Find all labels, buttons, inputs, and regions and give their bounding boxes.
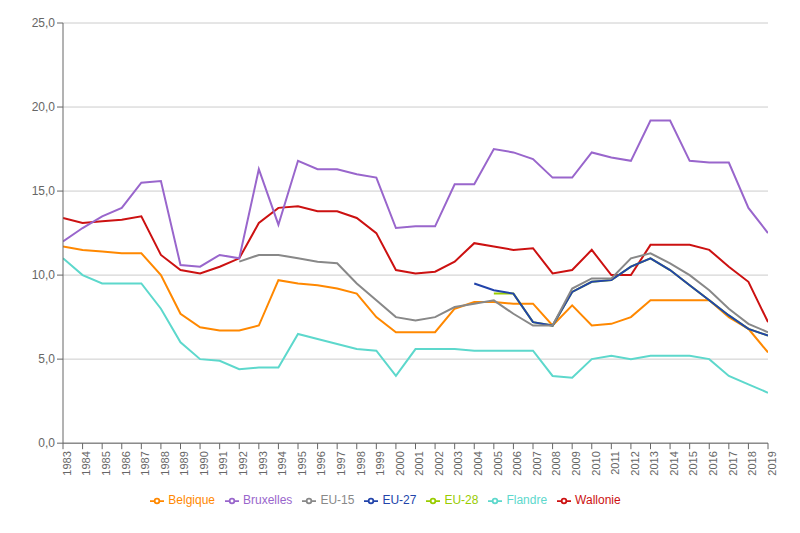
svg-text:2018: 2018 (746, 451, 758, 475)
svg-text:2001: 2001 (413, 451, 425, 475)
svg-text:1996: 1996 (315, 451, 327, 475)
html-text:EU-27: EU-27 (382, 493, 417, 508)
svg-text:1997: 1997 (335, 451, 347, 475)
svg-text:2009: 2009 (570, 451, 582, 475)
svg-text:2012: 2012 (629, 451, 641, 475)
html-text:EU-28: EU-28 (444, 493, 479, 508)
svg-text:10,0: 10,0 (32, 268, 56, 282)
svg-text:1984: 1984 (80, 451, 92, 475)
svg-text:15,0: 15,0 (32, 184, 56, 198)
svg-text:2003: 2003 (452, 451, 464, 475)
svg-text:25,0: 25,0 (32, 16, 56, 30)
svg-text:2014: 2014 (668, 451, 680, 475)
svg-text:2000: 2000 (394, 451, 406, 475)
svg-text:1987: 1987 (139, 451, 151, 475)
svg-text:2016: 2016 (707, 451, 719, 475)
svg-text:1989: 1989 (178, 451, 190, 475)
svg-text:2011: 2011 (609, 451, 621, 475)
html-text:Flandre: Flandre (506, 493, 548, 508)
html-text:Wallonie: Wallonie (575, 493, 621, 508)
html-text:Bruxelles: Bruxelles (243, 493, 293, 508)
svg-text:1998: 1998 (355, 451, 367, 475)
svg-text:20,0: 20,0 (32, 100, 56, 114)
svg-text:2006: 2006 (511, 451, 523, 475)
svg-text:2017: 2017 (727, 451, 739, 475)
svg-text:1983: 1983 (61, 451, 73, 475)
svg-text:5,0: 5,0 (38, 352, 55, 366)
svg-text:0,0: 0,0 (38, 436, 55, 450)
svg-text:1985: 1985 (100, 451, 112, 475)
svg-text:2015: 2015 (687, 451, 699, 475)
html-text:EU-15: EU-15 (320, 493, 355, 508)
svg-text:1993: 1993 (257, 451, 269, 475)
svg-text:2008: 2008 (550, 451, 562, 475)
svg-text:2013: 2013 (648, 451, 660, 475)
svg-text:2002: 2002 (433, 451, 445, 475)
svg-text:2007: 2007 (531, 451, 543, 475)
svg-text:1988: 1988 (159, 451, 171, 475)
svg-text:2005: 2005 (492, 451, 504, 475)
svg-text:2019: 2019 (766, 451, 778, 475)
svg-text:1995: 1995 (296, 451, 308, 475)
svg-text:1999: 1999 (374, 451, 386, 475)
svg-text:1991: 1991 (217, 451, 229, 475)
svg-text:2010: 2010 (590, 451, 602, 475)
svg-text:1990: 1990 (198, 451, 210, 475)
svg-text:1986: 1986 (120, 451, 132, 475)
html-text:Belgique: Belgique (168, 493, 215, 508)
svg-text:1994: 1994 (276, 451, 288, 475)
svg-text:2004: 2004 (472, 451, 484, 475)
svg-text:1992: 1992 (237, 451, 249, 475)
